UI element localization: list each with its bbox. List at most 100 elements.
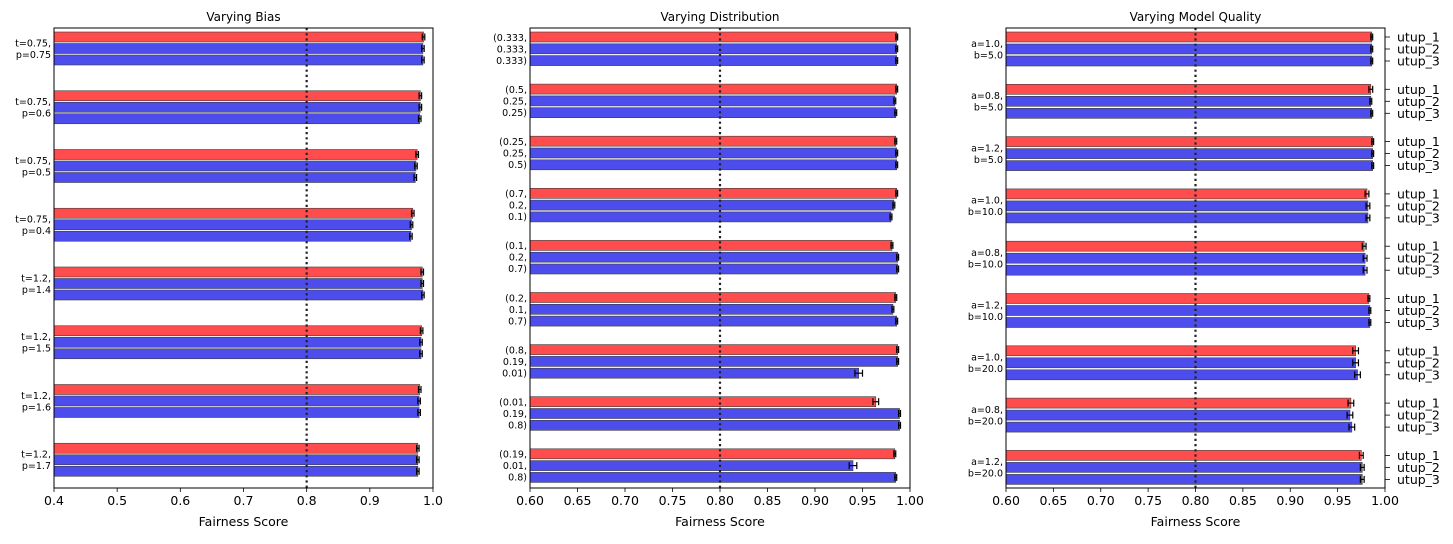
bar: [53, 325, 422, 337]
group-label-line: (0.2,: [505, 293, 527, 304]
bar: [529, 303, 894, 315]
series-label: utup_2: [1397, 460, 1440, 475]
bar: [1005, 474, 1363, 485]
group-label: a=1.2, b=20.0: [968, 457, 1003, 480]
group-label-line: 0.01): [502, 368, 527, 379]
group-label: (0.5, 0.25, 0.25): [502, 85, 527, 119]
series-label: utup_3: [1397, 420, 1440, 435]
chart-2: Varying Distribution(0.333, 0.333, 0.333)(…: [493, 10, 924, 529]
group-label-line: t=0.75,: [15, 215, 51, 226]
x-tick-label: 0.70: [611, 493, 639, 508]
group-label: a=1.0, b=10.0: [968, 196, 1003, 219]
series-label: utup_3: [1397, 367, 1440, 382]
bar: [529, 315, 898, 327]
bar: [1005, 200, 1369, 212]
bar: [1005, 369, 1358, 381]
group-label-line: 0.5): [508, 160, 527, 171]
group-label-line: p=0.5: [22, 167, 51, 178]
group-label-line: a=1.0,: [971, 196, 1003, 207]
x-tick-label: 0.70: [1087, 493, 1115, 508]
bar: [53, 454, 419, 466]
group-label-line: a=1.2,: [971, 143, 1003, 154]
bar: [529, 263, 898, 275]
bar: [529, 448, 896, 460]
group-label-line: b=20.0: [968, 416, 1003, 427]
group-label-line: p=0.6: [22, 109, 51, 120]
group-label-line: a=1.0,: [971, 353, 1003, 364]
group-label-line: 0.7): [508, 316, 527, 327]
bar: [529, 107, 897, 118]
bar: [1005, 108, 1373, 119]
bar: [1005, 136, 1373, 147]
group-label: (0.7, 0.2, 0.1): [505, 189, 527, 223]
group-label-line: t=1.2,: [21, 273, 51, 284]
group-label-line: 0.2,: [509, 253, 527, 264]
group-label-line: 0.2,: [509, 201, 527, 212]
bar: [529, 55, 898, 66]
series-label: utup_1: [1397, 239, 1440, 254]
group-label: (0.8, 0.19, 0.01): [502, 345, 527, 379]
x-tick-label: 0.65: [564, 493, 592, 508]
x-tick-label: 0.60: [992, 493, 1020, 508]
x-tick-label: 0.90: [1276, 493, 1304, 508]
bar: [53, 43, 424, 54]
group-label-line: b=20.0: [968, 364, 1003, 375]
group-label-line: 0.8): [508, 473, 527, 484]
group-label-line: a=0.8,: [971, 248, 1003, 259]
bar: [53, 289, 424, 301]
bar: [1005, 212, 1369, 224]
bar: [1005, 188, 1368, 200]
x-tick-label: 0.7: [234, 493, 254, 508]
bar: [529, 356, 898, 367]
bar: [529, 251, 898, 263]
series-label: utup_3: [1397, 472, 1440, 487]
series-label: utup_3: [1397, 315, 1440, 330]
group-label: (0.333, 0.333, 0.333): [493, 33, 527, 67]
x-axis-label: Fairness Score: [199, 514, 289, 529]
bar: [529, 211, 892, 223]
x-tick-label: 1.00: [1371, 493, 1399, 508]
bar: [529, 188, 898, 199]
bar: [529, 367, 860, 379]
group-label-line: (0.25,: [499, 137, 527, 148]
group-label: a=0.8, b=10.0: [968, 248, 1003, 271]
bar: [53, 101, 421, 113]
x-tick-label: 0.9: [360, 493, 380, 508]
x-tick-label: 0.85: [754, 493, 782, 508]
group-label-line: 0.19,: [503, 357, 527, 368]
group-label-line: t=0.75,: [15, 97, 51, 108]
group-label: a=1.0, b=5.0: [971, 39, 1003, 62]
bar: [53, 336, 422, 348]
series-label: utup_1: [1397, 396, 1440, 411]
bar: [529, 43, 898, 55]
group-label-line: 0.19,: [503, 409, 527, 420]
x-tick-label: 1.0: [423, 493, 443, 508]
group-label-line: t=0.75,: [15, 38, 51, 49]
series-label: utup_2: [1397, 42, 1440, 57]
bar: [1005, 397, 1352, 409]
group-label-line: t=1.2,: [21, 450, 51, 461]
series-label: utup_1: [1397, 30, 1440, 45]
bar: [529, 419, 900, 431]
group-label: t=1.2, p=1.6: [21, 391, 51, 414]
x-tick-label: 0.8: [297, 493, 317, 508]
group-label: a=0.8, b=5.0: [971, 91, 1003, 114]
group-label-line: 0.25): [502, 108, 527, 119]
group-label: t=1.2, p=1.5: [21, 332, 51, 355]
group-label-line: (0.333,: [493, 33, 527, 44]
bar: [529, 460, 854, 471]
group-label: t=1.2, p=1.7: [21, 450, 51, 473]
x-tick-label: 0.4: [44, 493, 64, 508]
group-label-line: p=1.6: [22, 402, 51, 413]
bar: [529, 408, 900, 419]
group-label-line: 0.25,: [503, 96, 527, 107]
bar: [53, 384, 421, 395]
group-label: t=0.75, p=0.5: [15, 156, 51, 179]
x-tick-label: 0.90: [801, 493, 829, 508]
bar: [529, 292, 897, 303]
group-label-line: t=1.2,: [21, 391, 51, 402]
group-label-line: p=0.4: [22, 226, 51, 237]
bar: [529, 95, 896, 107]
